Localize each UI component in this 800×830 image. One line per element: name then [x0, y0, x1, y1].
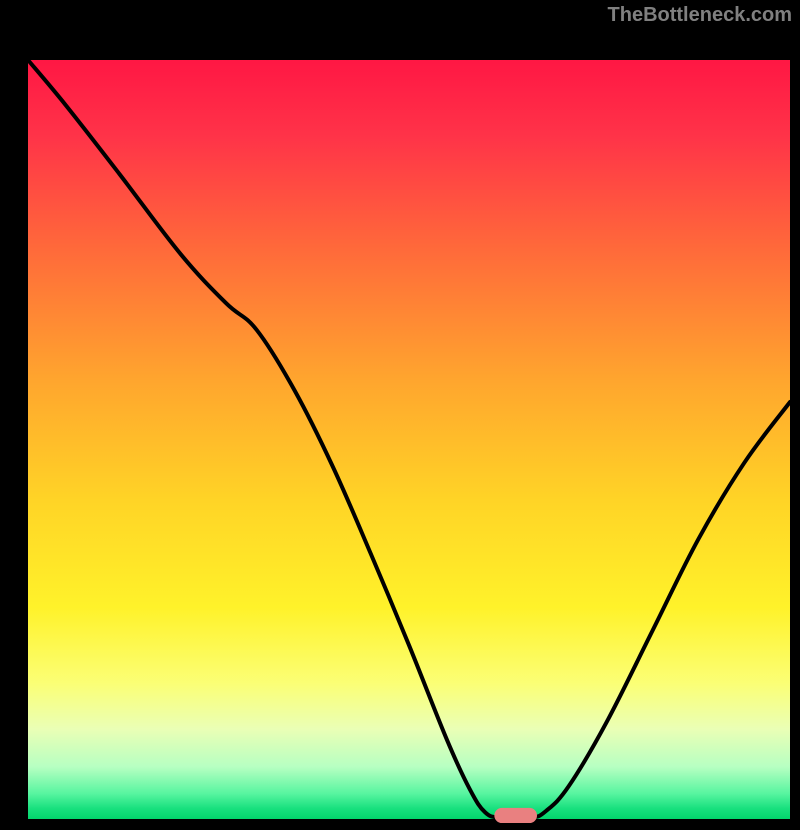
bottleneck-chart — [0, 30, 800, 830]
gradient-background — [28, 60, 790, 820]
chart-container: TheBottleneck.com — [0, 0, 800, 800]
plot-area — [0, 30, 800, 800]
watermark-text: TheBottleneck.com — [0, 0, 800, 30]
optimal-marker — [494, 808, 537, 823]
